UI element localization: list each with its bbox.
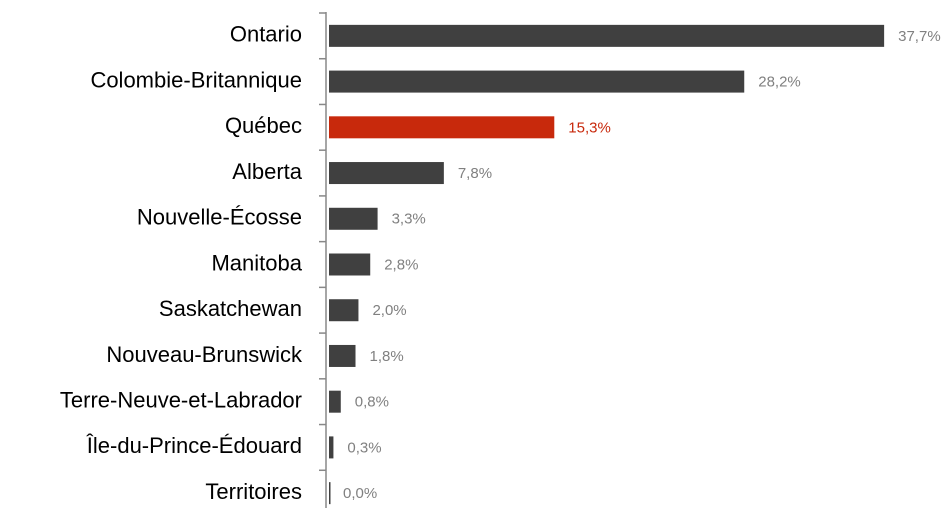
bar <box>329 116 555 139</box>
category-label: Colombie-Britannique <box>90 67 302 92</box>
category-label: Terre-Neuve-et-Labrador <box>60 387 302 412</box>
category-label: Manitoba <box>211 250 302 275</box>
bar <box>329 253 371 276</box>
bar <box>329 70 745 93</box>
value-label: 2,8% <box>384 256 418 273</box>
category-label: Île-du-Prince-Édouard <box>86 433 302 458</box>
bar <box>329 299 359 322</box>
value-label: 0,3% <box>347 439 381 456</box>
value-label: 28,2% <box>758 74 801 91</box>
value-label: 7,8% <box>458 165 492 182</box>
value-label: 2,0% <box>372 302 406 319</box>
bar <box>329 162 444 185</box>
value-label: 15,3% <box>568 119 611 136</box>
category-label: Nouvelle-Écosse <box>137 205 302 230</box>
value-label: 3,3% <box>392 211 426 228</box>
category-label: Québec <box>225 113 302 138</box>
bar <box>329 207 378 230</box>
bar <box>329 482 331 505</box>
category-label: Alberta <box>232 159 302 184</box>
bar <box>329 344 356 367</box>
bar <box>329 390 341 413</box>
value-label: 0,8% <box>355 394 389 411</box>
value-label: 1,8% <box>370 348 404 365</box>
bar <box>329 24 885 47</box>
bar <box>329 436 334 459</box>
category-label: Territoires <box>205 479 302 504</box>
value-label: 0,0% <box>343 485 377 502</box>
value-label: 37,7% <box>898 28 941 45</box>
category-label: Ontario <box>230 22 302 47</box>
category-label: Saskatchewan <box>159 296 302 321</box>
category-label: Nouveau-Brunswick <box>106 342 303 367</box>
